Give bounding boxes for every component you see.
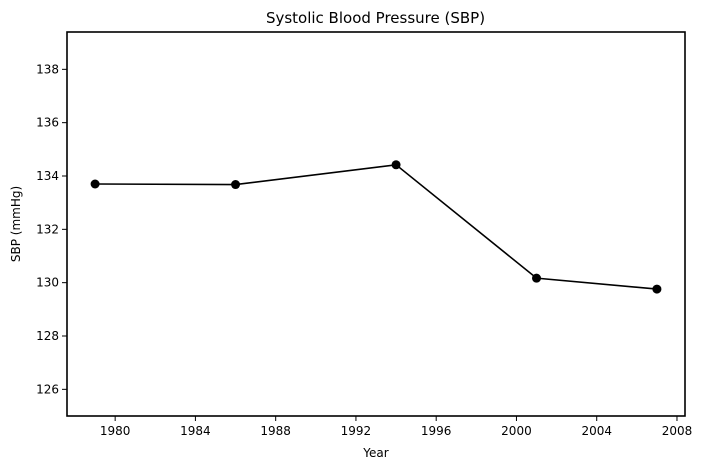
data-point	[652, 284, 662, 294]
y-tick-label: 126	[36, 382, 59, 396]
data-point	[391, 160, 401, 170]
data-point	[532, 273, 542, 283]
y-tick-label: 134	[36, 169, 59, 183]
y-tick-label: 128	[36, 329, 59, 343]
y-tick-label: 130	[36, 276, 59, 290]
x-tick-label: 1980	[100, 424, 131, 438]
y-tick-label: 136	[36, 116, 59, 130]
y-tick-label: 138	[36, 62, 59, 76]
x-tick-label: 1988	[260, 424, 291, 438]
x-tick-label: 1992	[341, 424, 372, 438]
plot-frame	[66, 31, 686, 417]
series-layer	[90, 160, 662, 294]
x-tick-label: 1984	[180, 424, 211, 438]
x-tick-label: 2004	[581, 424, 612, 438]
x-tick-label: 2000	[501, 424, 532, 438]
data-point	[231, 180, 241, 190]
x-tick-label: 2008	[662, 424, 693, 438]
plot-area	[66, 31, 686, 417]
x-tick-label: 1996	[421, 424, 452, 438]
data-point	[90, 179, 100, 189]
x-axis: 1980 1984 1988 1992 1996 2000 2004 2008	[100, 416, 692, 438]
x-axis-label: Year	[362, 446, 388, 460]
y-axis-label: SBP (mmHg)	[9, 186, 23, 262]
chart-title: Systolic Blood Pressure (SBP)	[266, 9, 485, 27]
y-axis: 126 128 130 132 134 136 138	[36, 62, 67, 396]
y-tick-label: 132	[36, 222, 59, 236]
